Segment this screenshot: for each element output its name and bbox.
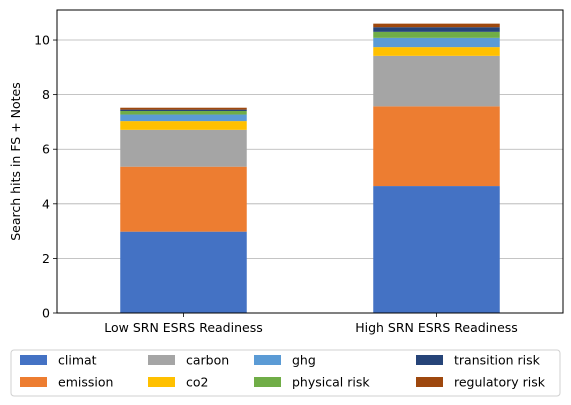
legend-swatch — [254, 355, 281, 365]
y-tick-label: 10 — [34, 33, 50, 48]
legend-swatch — [20, 355, 47, 365]
legend: climat emission carbon co2 ghg physical risk t… — [10, 349, 561, 397]
legend-swatch — [416, 377, 443, 387]
y-axis-ticks: 0 2 4 6 8 10 — [34, 33, 57, 321]
bar-stacks — [120, 23, 500, 313]
legend-item: transition risk — [416, 353, 541, 368]
x-axis-ticks: Low SRN ESRS Readiness High SRN ESRS Read… — [104, 313, 518, 335]
legend-item: climat — [20, 353, 97, 368]
legend-label: regulatory risk — [454, 375, 546, 390]
y-tick-label: 6 — [42, 142, 50, 157]
x-tick-label: High SRN ESRS Readiness — [355, 320, 518, 335]
bar-segment-physical-risk — [373, 31, 500, 38]
bar-segment-co2 — [373, 47, 500, 56]
bar-segment-emission — [373, 106, 500, 187]
legend-swatch — [416, 355, 443, 365]
bar-segment-co2 — [120, 121, 247, 130]
legend-item: carbon — [148, 353, 229, 368]
y-tick-label: 4 — [42, 196, 50, 211]
legend-item: ghg — [254, 353, 316, 368]
bar-segment-physical-risk — [120, 111, 247, 115]
legend-label: climat — [58, 353, 97, 368]
legend-label: emission — [58, 375, 113, 390]
legend-label: ghg — [292, 353, 316, 368]
y-tick-label: 8 — [42, 87, 50, 102]
plot-frame — [56, 9, 564, 314]
bar-segment-ghg — [373, 37, 500, 48]
bar-segment-regulatory-risk — [120, 107, 247, 110]
legend-swatch — [254, 377, 281, 387]
legend-label: co2 — [186, 375, 208, 390]
bar-segment-emission — [120, 166, 247, 232]
legend-swatch — [20, 377, 47, 387]
x-tick-label: Low SRN ESRS Readiness — [104, 320, 262, 335]
legend-label: carbon — [186, 353, 229, 368]
bar-segment-climat — [373, 186, 500, 313]
legend-label: transition risk — [454, 353, 541, 368]
legend-swatch — [148, 377, 175, 387]
bar-segment-transition-risk — [120, 109, 247, 111]
bar-segment-ghg — [120, 114, 247, 122]
legend-item: co2 — [148, 375, 208, 390]
bar-segment-carbon — [373, 55, 500, 107]
bar-segment-regulatory-risk — [373, 23, 500, 28]
legend-item: physical risk — [254, 375, 370, 390]
bar-segment-climat — [120, 231, 247, 313]
bar-segment-carbon — [120, 129, 247, 167]
bar-segment-transition-risk — [373, 27, 500, 32]
y-tick-label: 0 — [42, 306, 50, 321]
legend-label: physical risk — [292, 375, 370, 390]
y-tick-label: 2 — [42, 251, 50, 266]
legend-item: regulatory risk — [416, 375, 546, 390]
legend-item: emission — [20, 375, 113, 390]
legend-swatch — [148, 355, 175, 365]
y-axis-label: Search hits in FS + Notes — [8, 82, 23, 241]
